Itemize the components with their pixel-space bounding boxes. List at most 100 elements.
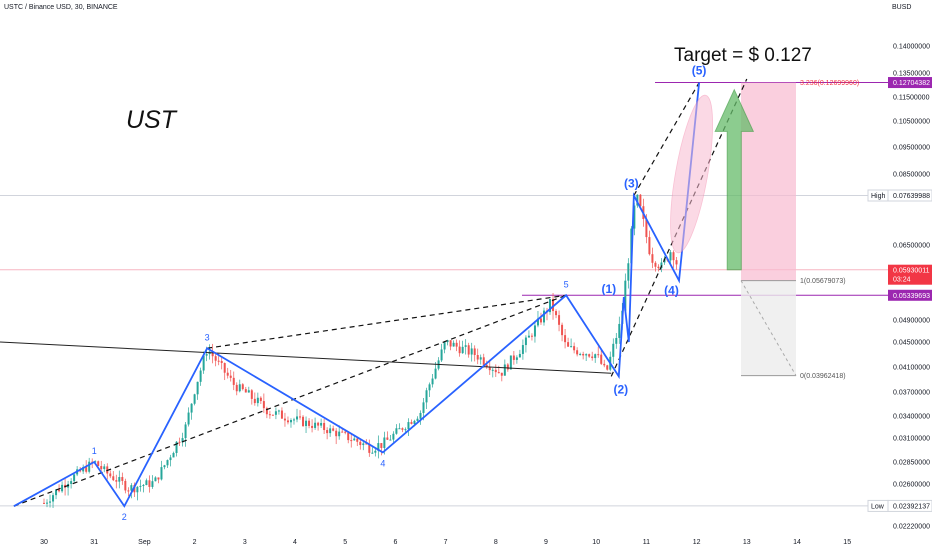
y-tick-label: 0.04900000 (893, 318, 930, 325)
candle-body (612, 343, 615, 357)
x-tick-label: 7 (444, 539, 448, 546)
currency-label: BUSD (892, 4, 912, 11)
wave-label: 4 (380, 458, 385, 468)
candle-body (52, 495, 55, 502)
y-tick-label: 0.14000000 (893, 44, 930, 51)
y-tick-label: 0.08500000 (893, 172, 930, 179)
candle-body (160, 467, 163, 480)
candle-body (561, 324, 564, 336)
candle-body (570, 346, 573, 348)
candle-body (443, 342, 446, 350)
candle-body (455, 342, 458, 347)
candle-body (410, 422, 413, 424)
candle-body (286, 420, 289, 423)
candle-body (163, 465, 166, 468)
y-tick-label: 0.02600000 (893, 482, 930, 489)
wave-count-line (13, 82, 701, 508)
candle-body (241, 384, 244, 390)
price-tag-sub: 03:24 (893, 277, 911, 284)
candle-body (124, 480, 127, 491)
candle-body (636, 194, 639, 206)
candle-body (347, 432, 350, 441)
candle-body (639, 194, 642, 207)
wave-label: (2) (613, 383, 628, 397)
candle-body (130, 485, 133, 491)
candle-body (73, 474, 76, 482)
candle-body (229, 375, 232, 378)
candle-body (205, 354, 208, 356)
candle-body (136, 486, 139, 493)
candle-body (533, 325, 536, 337)
candle-body (166, 460, 169, 466)
candle-body (341, 431, 344, 433)
x-tick-label: 8 (494, 539, 498, 546)
target-zone (741, 82, 796, 281)
candle-body (181, 438, 184, 443)
x-tick-label: 10 (592, 539, 600, 546)
candle-body (488, 367, 491, 371)
candle-body (299, 416, 302, 418)
wave-label: 1 (92, 446, 97, 456)
candle-body (344, 431, 347, 433)
candle-body (175, 441, 178, 453)
candle-body (564, 335, 567, 343)
x-tick-label: 13 (743, 539, 751, 546)
candle-body (178, 441, 181, 443)
candle-body (217, 360, 220, 362)
wave-label: 5 (564, 279, 569, 289)
candle-body (70, 481, 73, 484)
candle-body (235, 384, 238, 392)
price-tag-label: Low (871, 503, 885, 510)
candle-body (479, 357, 482, 360)
candle-body (305, 420, 308, 427)
candle-body (109, 473, 112, 477)
wave-label: (1) (601, 282, 616, 296)
candle-body (434, 368, 437, 379)
price-tag (888, 77, 932, 89)
candle-body (226, 372, 229, 376)
candle-body (567, 342, 570, 347)
candle-body (542, 310, 545, 323)
candle-body (467, 345, 470, 355)
y-tick-label: 0.10500000 (893, 119, 930, 126)
candle-body (515, 357, 518, 360)
candle-body (552, 299, 555, 312)
candle-body (428, 384, 431, 391)
candle-body (151, 481, 154, 487)
candle-body (473, 348, 476, 356)
price-tag (888, 289, 932, 301)
y-tick-label: 0.04100000 (893, 365, 930, 372)
candle-body (356, 438, 359, 442)
candle-body (94, 461, 97, 463)
candle-body (368, 443, 371, 453)
candle-body (431, 378, 434, 385)
candle-body (259, 397, 262, 402)
candle-body (518, 353, 521, 358)
price-tag-label-box (867, 189, 889, 202)
x-tick-label: 5 (343, 539, 347, 546)
candle-body (576, 350, 579, 355)
candle-body (326, 430, 329, 434)
x-tick-label: 2 (193, 539, 197, 546)
candle-body (573, 346, 576, 351)
price-tag-value: 0.12704382 (893, 80, 930, 87)
target-arrow (714, 88, 755, 271)
candle-body (262, 401, 265, 409)
wave-label: 2 (122, 512, 127, 522)
candle-body (425, 390, 428, 403)
candle-body (597, 354, 600, 356)
x-tick-label: 14 (793, 539, 801, 546)
candle-body (169, 457, 172, 461)
candle-body (624, 280, 627, 311)
candle-body (244, 389, 247, 393)
candle-body (530, 335, 533, 337)
candle-body (46, 502, 49, 504)
candle-body (395, 428, 398, 434)
candle-body (127, 490, 130, 492)
wave-label: 3 (205, 332, 210, 342)
x-tick-label: 11 (643, 539, 650, 546)
y-tick-label: 0.02220000 (893, 524, 930, 531)
candle-body (172, 452, 175, 458)
candle-body (211, 351, 214, 357)
candle-body (633, 205, 636, 229)
